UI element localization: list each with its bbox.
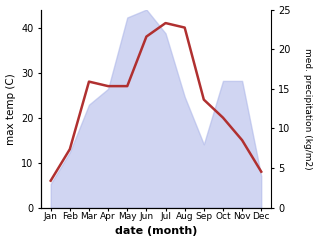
X-axis label: date (month): date (month) xyxy=(115,227,197,236)
Y-axis label: max temp (C): max temp (C) xyxy=(5,73,16,144)
Y-axis label: med. precipitation (kg/m2): med. precipitation (kg/m2) xyxy=(303,48,313,169)
